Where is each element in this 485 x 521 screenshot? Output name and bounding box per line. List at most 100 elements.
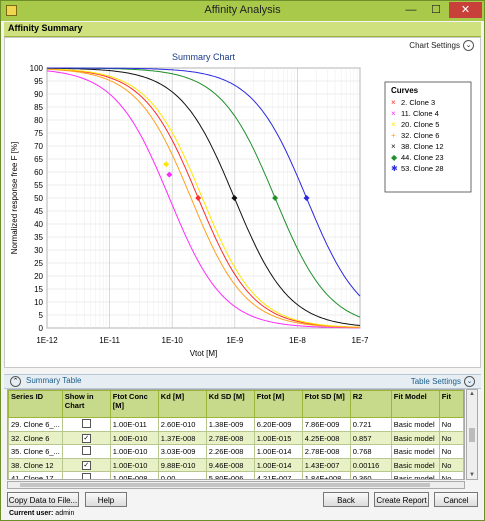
- legend-marker: ×: [391, 98, 396, 107]
- legend-marker: +: [391, 131, 396, 140]
- table-cell: 1.43E-007: [301, 458, 351, 472]
- x-tick-label: 1E-9: [226, 336, 243, 345]
- column-header[interactable]: Kd [M]: [157, 390, 207, 418]
- table-cell: 0.360: [349, 471, 392, 479]
- table-cell: Basic model: [390, 417, 440, 432]
- table-settings-toggle[interactable]: Table Settings ⌄: [411, 376, 475, 387]
- legend-item: 32. Clone 6: [401, 131, 439, 140]
- table-cell: 1.37E-008: [157, 431, 207, 445]
- scroll-down-icon[interactable]: ▼: [469, 472, 475, 478]
- table-row[interactable]: 35. Clone 6_... 1.00E-010 3.03E-009 2.26E-0…: [8, 444, 464, 459]
- column-header[interactable]: R2: [349, 390, 392, 418]
- scroll-up-icon[interactable]: ▲: [469, 391, 475, 397]
- table-cell: No: [438, 444, 464, 459]
- series-point-marker: [166, 171, 173, 178]
- table-cell: 3.03E-009: [157, 444, 207, 459]
- legend-marker: ×: [391, 109, 396, 118]
- series-line: [47, 68, 360, 328]
- y-tick-label: 85: [34, 103, 43, 112]
- column-header[interactable]: Kd SD [M]: [205, 390, 255, 418]
- table-cell: 1.84E+008: [301, 471, 351, 479]
- copy-data-button[interactable]: Copy Data to File...: [7, 492, 79, 507]
- table-cell[interactable]: [61, 471, 111, 479]
- chart-settings-label: Chart Settings: [409, 41, 460, 50]
- table-cell: 2.78E-008: [205, 431, 255, 445]
- back-button[interactable]: Back: [323, 492, 369, 507]
- close-button[interactable]: ✕: [449, 2, 482, 18]
- column-header[interactable]: Fit Model: [390, 390, 440, 418]
- table-horizontal-scrollbar[interactable]: [7, 481, 465, 489]
- table-cell: Basic model: [390, 458, 440, 472]
- table-cell: 1.00E-014: [253, 458, 303, 472]
- show-in-chart-checkbox[interactable]: ✓: [81, 434, 91, 443]
- table-cell[interactable]: ✓: [61, 431, 111, 445]
- show-in-chart-checkbox[interactable]: [81, 419, 91, 428]
- column-header[interactable]: Series ID: [8, 390, 63, 418]
- chart-settings-toggle[interactable]: Chart Settings ⌄: [409, 40, 474, 51]
- show-in-chart-checkbox[interactable]: ✓: [81, 461, 91, 470]
- table-cell: 0.00: [157, 471, 207, 479]
- series-point-marker: [303, 195, 310, 201]
- x-tick-label: 1E-12: [36, 336, 58, 345]
- table-cell: No: [438, 431, 464, 445]
- y-tick-label: 10: [34, 298, 43, 307]
- x-tick-label: 1E-7: [352, 336, 369, 345]
- y-tick-label: 75: [34, 129, 43, 138]
- vertical-scroll-thumb[interactable]: [469, 428, 475, 442]
- legend-marker: ×: [391, 120, 396, 129]
- current-user: Current user: admin: [9, 510, 74, 517]
- table-row[interactable]: 38. Clone 12 ✓ 1.00E-010 9.88E-010 9.46E-008…: [8, 458, 464, 472]
- create-report-button[interactable]: Create Report: [374, 492, 429, 507]
- column-header[interactable]: Ftot SD [M]: [301, 390, 351, 418]
- table-cell: Basic model: [390, 444, 440, 459]
- window-title: Affinity Analysis: [204, 4, 281, 16]
- table-settings-chevron-icon[interactable]: ⌄: [464, 376, 475, 387]
- column-header[interactable]: Fit: [438, 390, 464, 418]
- column-header[interactable]: Show in Chart: [61, 390, 111, 418]
- table-cell[interactable]: ✓: [61, 458, 111, 472]
- column-header[interactable]: Ftot [M]: [253, 390, 303, 418]
- help-button[interactable]: Help: [85, 492, 127, 507]
- table-row[interactable]: 41. Clone 17 1.00E-008 0.00 5.80E-006 4.21E-…: [8, 471, 464, 479]
- legend-marker: ×: [391, 142, 396, 151]
- series-point-marker: [272, 195, 279, 201]
- table-cell: 4.21E-007: [253, 471, 303, 479]
- table-cell: 32. Clone 6: [8, 431, 63, 445]
- cancel-button[interactable]: Cancel: [434, 492, 478, 507]
- table-header-row: Series ID Show in Chart Ftot Conc [M] Kd [M…: [8, 390, 464, 418]
- affinity-summary-header: Affinity Summary: [4, 22, 481, 37]
- maximize-button[interactable]: ☐: [431, 4, 441, 16]
- expand-chevron-icon[interactable]: ⌄: [463, 40, 474, 51]
- y-tick-label: 30: [34, 246, 43, 255]
- horizontal-scroll-thumb[interactable]: [20, 483, 430, 487]
- table-cell[interactable]: [61, 444, 111, 459]
- collapse-chevron-icon[interactable]: ⌃: [10, 376, 21, 387]
- table-cell[interactable]: [61, 417, 111, 432]
- y-tick-label: 90: [34, 90, 43, 99]
- series-line: [47, 67, 361, 297]
- summary-table-label: Summary Table: [26, 376, 82, 385]
- table-row[interactable]: 29. Clone 6_... 1.00E-011 2.60E-010 1.38E-0…: [8, 417, 464, 432]
- table-cell: 2.60E-010: [157, 417, 207, 432]
- show-in-chart-checkbox[interactable]: [81, 446, 91, 455]
- table-cell: No: [438, 458, 464, 472]
- table-row[interactable]: 32. Clone 6 ✓ 1.00E-010 1.37E-008 2.78E-008 1…: [8, 431, 464, 445]
- show-in-chart-checkbox[interactable]: [81, 473, 91, 479]
- column-header[interactable]: Ftot Conc [M]: [109, 390, 159, 418]
- table-cell: 0.00116: [349, 458, 392, 472]
- minimize-button[interactable]: —: [405, 4, 417, 16]
- table-cell: 7.86E-009: [301, 417, 351, 432]
- y-tick-label: 100: [30, 64, 44, 73]
- y-tick-label: 5: [39, 311, 44, 320]
- legend-item: 38. Clone 12: [401, 142, 444, 151]
- x-tick-label: 1E-11: [99, 336, 120, 345]
- table-cell: 29. Clone 6_...: [8, 417, 63, 432]
- y-tick-label: 40: [34, 220, 43, 229]
- table-cell: 5.80E-006: [205, 471, 255, 479]
- table-cell: 1.00E-008: [109, 471, 159, 479]
- y-tick-label: 65: [34, 155, 43, 164]
- y-tick-label: 25: [34, 259, 43, 268]
- x-tick-label: 1E-10: [162, 336, 184, 345]
- table-cell: 0.721: [349, 417, 392, 432]
- table-vertical-scrollbar[interactable]: ▲ ▼: [466, 389, 478, 480]
